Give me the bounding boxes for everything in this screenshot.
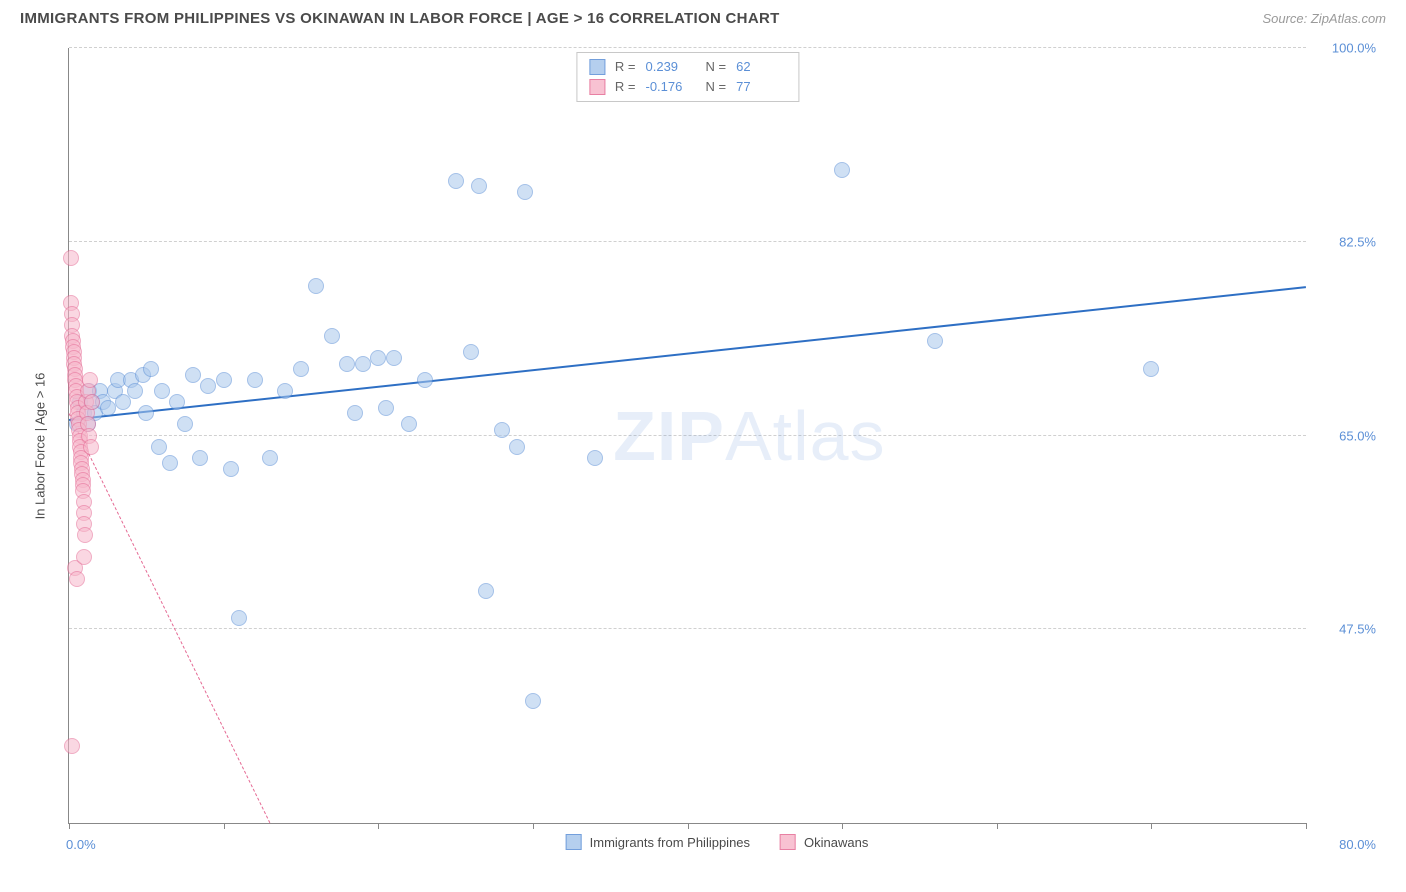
data-point bbox=[448, 173, 464, 189]
data-point bbox=[69, 571, 85, 587]
r-label-1: R = bbox=[615, 77, 636, 97]
watermark-bold: ZIP bbox=[613, 397, 725, 475]
watermark-thin: Atlas bbox=[725, 397, 886, 475]
gridline-h bbox=[69, 628, 1306, 629]
data-point bbox=[378, 400, 394, 416]
data-point bbox=[347, 405, 363, 421]
legend-label-philippines: Immigrants from Philippines bbox=[590, 835, 750, 850]
x-tick bbox=[69, 823, 70, 829]
x-axis-max-label: 80.0% bbox=[1339, 837, 1376, 852]
data-point bbox=[216, 372, 232, 388]
plot-area: ZIPAtlas R = 0.239 N = 62 R = -0.176 N =… bbox=[68, 48, 1306, 824]
data-point bbox=[127, 383, 143, 399]
chart-container: In Labor Force | Age > 16 ZIPAtlas R = 0… bbox=[48, 48, 1386, 844]
data-point bbox=[517, 184, 533, 200]
data-point bbox=[834, 162, 850, 178]
data-point bbox=[200, 378, 216, 394]
n-value-1: 77 bbox=[736, 77, 786, 97]
data-point bbox=[509, 439, 525, 455]
data-point bbox=[162, 455, 178, 471]
watermark: ZIPAtlas bbox=[613, 396, 886, 476]
n-value-0: 62 bbox=[736, 57, 786, 77]
y-tick-label: 100.0% bbox=[1332, 41, 1376, 56]
data-point bbox=[138, 405, 154, 421]
data-point bbox=[386, 350, 402, 366]
data-point bbox=[169, 394, 185, 410]
data-point bbox=[100, 400, 116, 416]
data-point bbox=[927, 333, 943, 349]
data-point bbox=[525, 693, 541, 709]
x-tick bbox=[1306, 823, 1307, 829]
data-point bbox=[247, 372, 263, 388]
y-axis-title: In Labor Force | Age > 16 bbox=[33, 373, 48, 520]
data-point bbox=[339, 356, 355, 372]
legend-stats-row-1: R = -0.176 N = 77 bbox=[589, 77, 786, 97]
legend-item-philippines: Immigrants from Philippines bbox=[566, 834, 750, 850]
data-point bbox=[151, 439, 167, 455]
x-tick bbox=[1151, 823, 1152, 829]
gridline-h bbox=[69, 435, 1306, 436]
data-point bbox=[587, 450, 603, 466]
data-point bbox=[370, 350, 386, 366]
gridline-h bbox=[69, 241, 1306, 242]
y-tick-label: 47.5% bbox=[1339, 622, 1376, 637]
legend-swatch-okinawans-bottom bbox=[780, 834, 796, 850]
y-tick-label: 65.0% bbox=[1339, 428, 1376, 443]
n-label-1: N = bbox=[706, 77, 727, 97]
data-point bbox=[417, 372, 433, 388]
data-point bbox=[231, 610, 247, 626]
n-label-0: N = bbox=[706, 57, 727, 77]
x-tick bbox=[997, 823, 998, 829]
x-tick bbox=[378, 823, 379, 829]
data-point bbox=[1143, 361, 1159, 377]
trend-line bbox=[69, 286, 1306, 421]
data-point bbox=[154, 383, 170, 399]
x-tick bbox=[688, 823, 689, 829]
data-point bbox=[223, 461, 239, 477]
legend-swatch-philippines-bottom bbox=[566, 834, 582, 850]
data-point bbox=[83, 439, 99, 455]
data-point bbox=[84, 394, 100, 410]
data-point bbox=[463, 344, 479, 360]
data-point bbox=[77, 527, 93, 543]
legend-swatch-philippines bbox=[589, 59, 605, 75]
y-tick-label: 82.5% bbox=[1339, 234, 1376, 249]
legend-bottom: Immigrants from Philippines Okinawans bbox=[566, 834, 869, 850]
data-point bbox=[277, 383, 293, 399]
data-point bbox=[324, 328, 340, 344]
data-point bbox=[478, 583, 494, 599]
data-point bbox=[63, 250, 79, 266]
data-point bbox=[143, 361, 159, 377]
source-attribution: Source: ZipAtlas.com bbox=[1262, 11, 1386, 26]
legend-stats-row-0: R = 0.239 N = 62 bbox=[589, 57, 786, 77]
gridline-h bbox=[69, 47, 1306, 48]
header: IMMIGRANTS FROM PHILIPPINES VS OKINAWAN … bbox=[0, 0, 1406, 33]
data-point bbox=[471, 178, 487, 194]
data-point bbox=[192, 450, 208, 466]
legend-stats: R = 0.239 N = 62 R = -0.176 N = 77 bbox=[576, 52, 799, 102]
data-point bbox=[82, 372, 98, 388]
data-point bbox=[177, 416, 193, 432]
x-axis-min-label: 0.0% bbox=[66, 837, 96, 852]
data-point bbox=[494, 422, 510, 438]
data-point bbox=[355, 356, 371, 372]
r-label-0: R = bbox=[615, 57, 636, 77]
r-value-0: 0.239 bbox=[646, 57, 696, 77]
chart-title: IMMIGRANTS FROM PHILIPPINES VS OKINAWAN … bbox=[20, 10, 780, 27]
data-point bbox=[76, 549, 92, 565]
data-point bbox=[293, 361, 309, 377]
x-tick bbox=[842, 823, 843, 829]
data-point bbox=[185, 367, 201, 383]
data-point bbox=[308, 278, 324, 294]
legend-swatch-okinawans bbox=[589, 79, 605, 95]
x-tick bbox=[224, 823, 225, 829]
r-value-1: -0.176 bbox=[646, 77, 696, 97]
data-point bbox=[401, 416, 417, 432]
legend-label-okinawans: Okinawans bbox=[804, 835, 868, 850]
x-tick bbox=[533, 823, 534, 829]
legend-item-okinawans: Okinawans bbox=[780, 834, 868, 850]
data-point bbox=[262, 450, 278, 466]
data-point bbox=[64, 738, 80, 754]
